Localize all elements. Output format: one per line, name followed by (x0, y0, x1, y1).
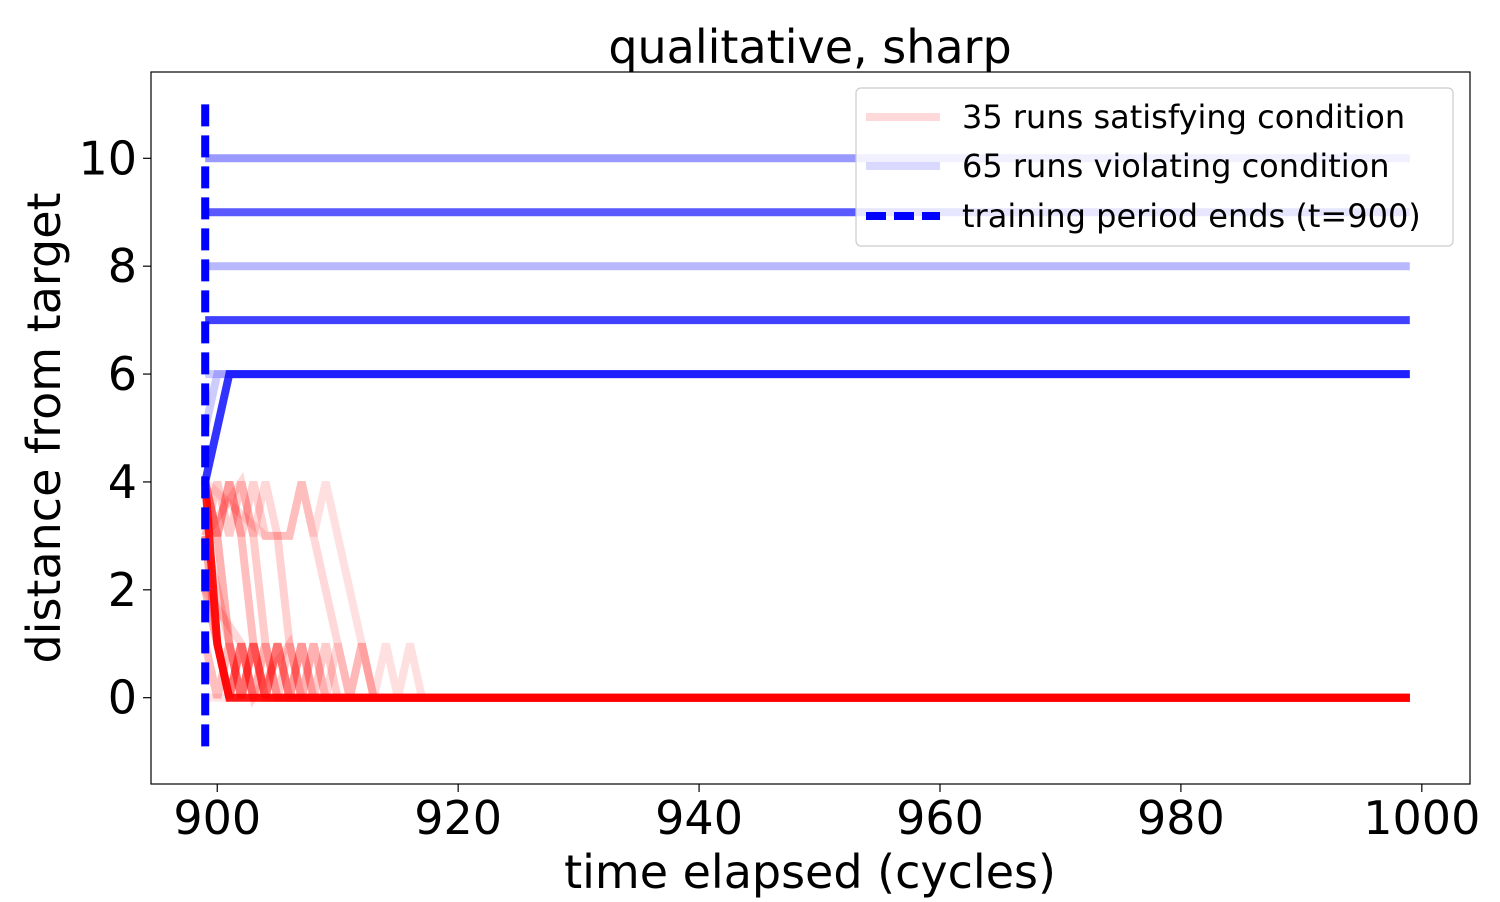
y-tick-label-10: 10 (78, 131, 137, 185)
series-line-satisfying-15 (202, 478, 1410, 702)
x-tick-label-900: 900 (173, 791, 261, 845)
series-line-satisfying-10 (201, 481, 1410, 702)
chart-title: qualitative, sharp (608, 20, 1011, 74)
y-axis-label: distance from target (17, 192, 71, 663)
legend-label-training-end: training period ends (t=900) (962, 197, 1421, 235)
y-axis-ticks: 0 2 4 6 8 10 (78, 131, 151, 725)
x-axis-ticks: 900 920 940 960 980 1000 (173, 784, 1480, 845)
plot-frame (150, 71, 1471, 785)
legend: 35 runs satisfying condition 65 runs vio… (855, 87, 1454, 247)
series-line-satisfying-19 (201, 587, 1410, 708)
series-line-satisfying-17 (201, 642, 1410, 702)
legend-label-violating: 65 runs violating condition (962, 147, 1390, 185)
x-tick-label-940: 940 (655, 791, 743, 845)
x-tick-label-960: 960 (896, 791, 984, 845)
y-tick-label-8: 8 (108, 239, 137, 293)
series-line-satisfying-14 (201, 471, 1410, 702)
series-line-satisfying-8 (201, 481, 1410, 702)
legend-label-satisfying: 35 runs satisfying condition (962, 98, 1405, 136)
series-line-satisfying-12 (201, 481, 1410, 702)
series-line-violating-5 (201, 370, 1410, 483)
series-line-satisfying-9 (201, 535, 1410, 702)
x-tick-label-980: 980 (1137, 791, 1225, 845)
x-tick-label-920: 920 (414, 791, 502, 845)
series-line-satisfying-16 (201, 588, 1410, 702)
series-line-violating-6 (201, 370, 1410, 429)
y-tick-label-4: 4 (108, 455, 137, 509)
x-axis-label: time elapsed (cycles) (564, 845, 1056, 899)
series-line-satisfying-11 (201, 481, 1410, 702)
series-line-satisfying-13 (201, 481, 1410, 702)
y-tick-label-2: 2 (108, 563, 137, 617)
legend-box (855, 87, 1454, 247)
series-line-satisfying-18 (201, 535, 1410, 702)
x-tick-label-1000: 1000 (1363, 791, 1480, 845)
plot-lines (201, 104, 1410, 752)
y-tick-label-0: 0 (108, 671, 137, 725)
y-tick-label-6: 6 (108, 347, 137, 401)
